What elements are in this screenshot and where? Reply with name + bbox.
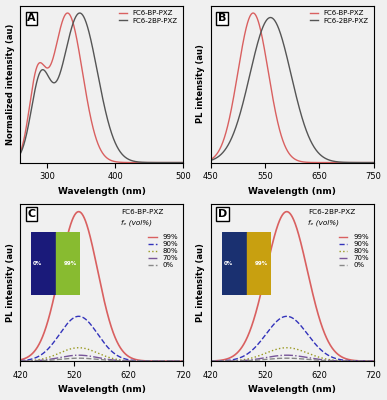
X-axis label: Wavelength (nm): Wavelength (nm) <box>248 386 336 394</box>
Y-axis label: PL intensity (au): PL intensity (au) <box>5 243 15 322</box>
Legend: 99%, 90%, 80%, 70%, 0%: 99%, 90%, 80%, 70%, 0% <box>338 233 370 270</box>
X-axis label: Wavelength (nm): Wavelength (nm) <box>58 386 146 394</box>
Y-axis label: Normalized intensity (au): Normalized intensity (au) <box>5 23 15 145</box>
Text: B: B <box>218 14 226 24</box>
Legend: FC6-BP-PXZ, FC6-2BP-PXZ: FC6-BP-PXZ, FC6-2BP-PXZ <box>118 9 179 25</box>
Legend: 99%, 90%, 80%, 70%, 0%: 99%, 90%, 80%, 70%, 0% <box>147 233 179 270</box>
Y-axis label: PL intensity (au): PL intensity (au) <box>196 45 205 124</box>
Text: fₑ (vol%): fₑ (vol%) <box>308 220 339 226</box>
Text: C: C <box>27 209 36 219</box>
Text: FC6-BP-PXZ: FC6-BP-PXZ <box>121 209 163 215</box>
Text: fₑ (vol%): fₑ (vol%) <box>121 220 152 226</box>
Text: D: D <box>217 209 227 219</box>
X-axis label: Wavelength (nm): Wavelength (nm) <box>58 187 146 196</box>
X-axis label: Wavelength (nm): Wavelength (nm) <box>248 187 336 196</box>
Text: A: A <box>27 14 36 24</box>
Legend: FC6-BP-PXZ, FC6-2BP-PXZ: FC6-BP-PXZ, FC6-2BP-PXZ <box>308 9 370 25</box>
Y-axis label: PL intensity (au): PL intensity (au) <box>196 243 205 322</box>
Text: FC6-2BP-PXZ: FC6-2BP-PXZ <box>308 209 356 215</box>
